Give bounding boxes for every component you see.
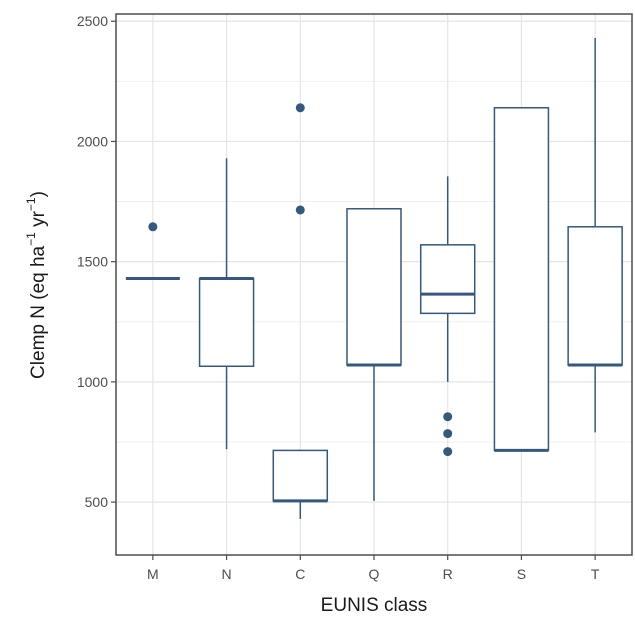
- y-axis-title-prefix: Clemp N (eq ha: [28, 245, 49, 378]
- outlier-point: [443, 429, 453, 439]
- y-tick-label: 500: [85, 494, 109, 510]
- y-axis-title-sup1: −1: [24, 232, 38, 246]
- y-axis: 500 1000 1500 2000 2500: [77, 13, 116, 510]
- x-tick-label: T: [591, 566, 600, 582]
- box-r: [419, 176, 476, 457]
- box-body: [272, 449, 329, 502]
- outlier-point: [295, 103, 305, 113]
- y-tick-label: 2500: [77, 13, 108, 29]
- outlier-point: [443, 412, 453, 422]
- box-body: [198, 277, 255, 368]
- y-axis-title-sup2: −1: [24, 197, 38, 211]
- y-axis-title-middle: yr: [28, 210, 49, 232]
- box-n: [198, 158, 255, 450]
- x-tick-label: N: [222, 566, 232, 582]
- box-body: [346, 208, 402, 366]
- y-axis-title: Clemp N (eq ha−1 yr−1): [24, 191, 49, 379]
- box-body: [567, 226, 623, 366]
- box-body: [493, 107, 550, 452]
- x-tick-label: C: [295, 566, 305, 582]
- y-tick-label: 2000: [77, 133, 108, 149]
- box-series: [125, 38, 623, 519]
- box-m: [125, 222, 180, 280]
- box-body: [419, 244, 476, 315]
- y-axis-title-suffix: ): [28, 191, 49, 197]
- outlier-point: [295, 205, 305, 215]
- box-s: [493, 107, 550, 452]
- x-tick-label: R: [443, 566, 453, 582]
- x-tick-label: S: [517, 566, 526, 582]
- outlier-point: [443, 447, 453, 457]
- outlier-point: [148, 222, 158, 232]
- y-tick-label: 1500: [77, 254, 108, 270]
- x-tick-label: Q: [369, 566, 380, 582]
- box-t: [567, 38, 623, 433]
- y-tick-label: 1000: [77, 374, 108, 390]
- box-q: [346, 208, 402, 501]
- box-c: [272, 103, 329, 519]
- x-axis-title: EUNIS class: [321, 595, 428, 616]
- x-tick-label: M: [147, 566, 159, 582]
